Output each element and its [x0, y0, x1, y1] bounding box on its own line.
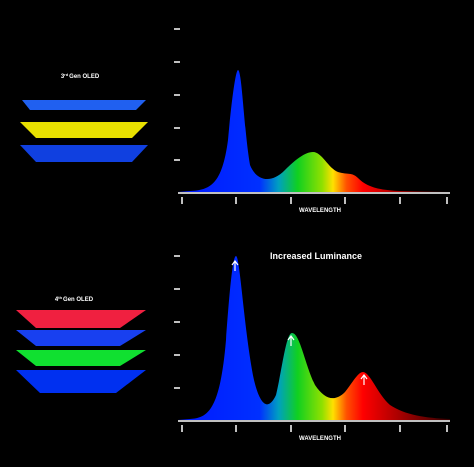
red-layer — [16, 310, 146, 328]
y-axis-ticks — [174, 28, 180, 161]
label-number: 4 — [55, 297, 59, 303]
label-text: Gen OLED — [63, 297, 94, 303]
x-axis-label: WAVELENGTH — [299, 208, 341, 214]
stack-label: 3rdGen OLED — [61, 72, 100, 80]
x-axis-label: WAVELENGTH — [299, 436, 341, 442]
blue-layer — [20, 145, 148, 162]
green-layer — [16, 350, 146, 366]
label-number: 3 — [61, 74, 65, 80]
spectrum-chart-top: WAVELENGTH — [174, 28, 450, 214]
y-axis-ticks — [174, 255, 180, 389]
increase-arrows — [231, 260, 368, 385]
yellow-layer — [20, 122, 148, 138]
annotation: Increased Luminance — [270, 251, 362, 261]
blue-layer — [16, 370, 146, 393]
spectrum-curve — [178, 70, 450, 192]
spectrum-chart-bottom: Increased Luminance WAVELENGTH — [174, 251, 450, 442]
label-text: Gen OLED — [69, 74, 100, 80]
label-suffix: rd — [64, 72, 69, 77]
stack-label: 4thGen OLED — [55, 295, 94, 303]
blue-layer — [16, 330, 146, 346]
label-suffix: th — [58, 295, 62, 300]
oled-stack-4th: 4thGen OLED — [16, 295, 146, 393]
blue-layer — [22, 100, 146, 110]
x-axis-ticks — [181, 425, 448, 432]
spectrum-curve — [178, 256, 450, 420]
x-axis-ticks — [181, 197, 448, 204]
oled-stack-3rd: 3rdGen OLED — [20, 72, 148, 162]
